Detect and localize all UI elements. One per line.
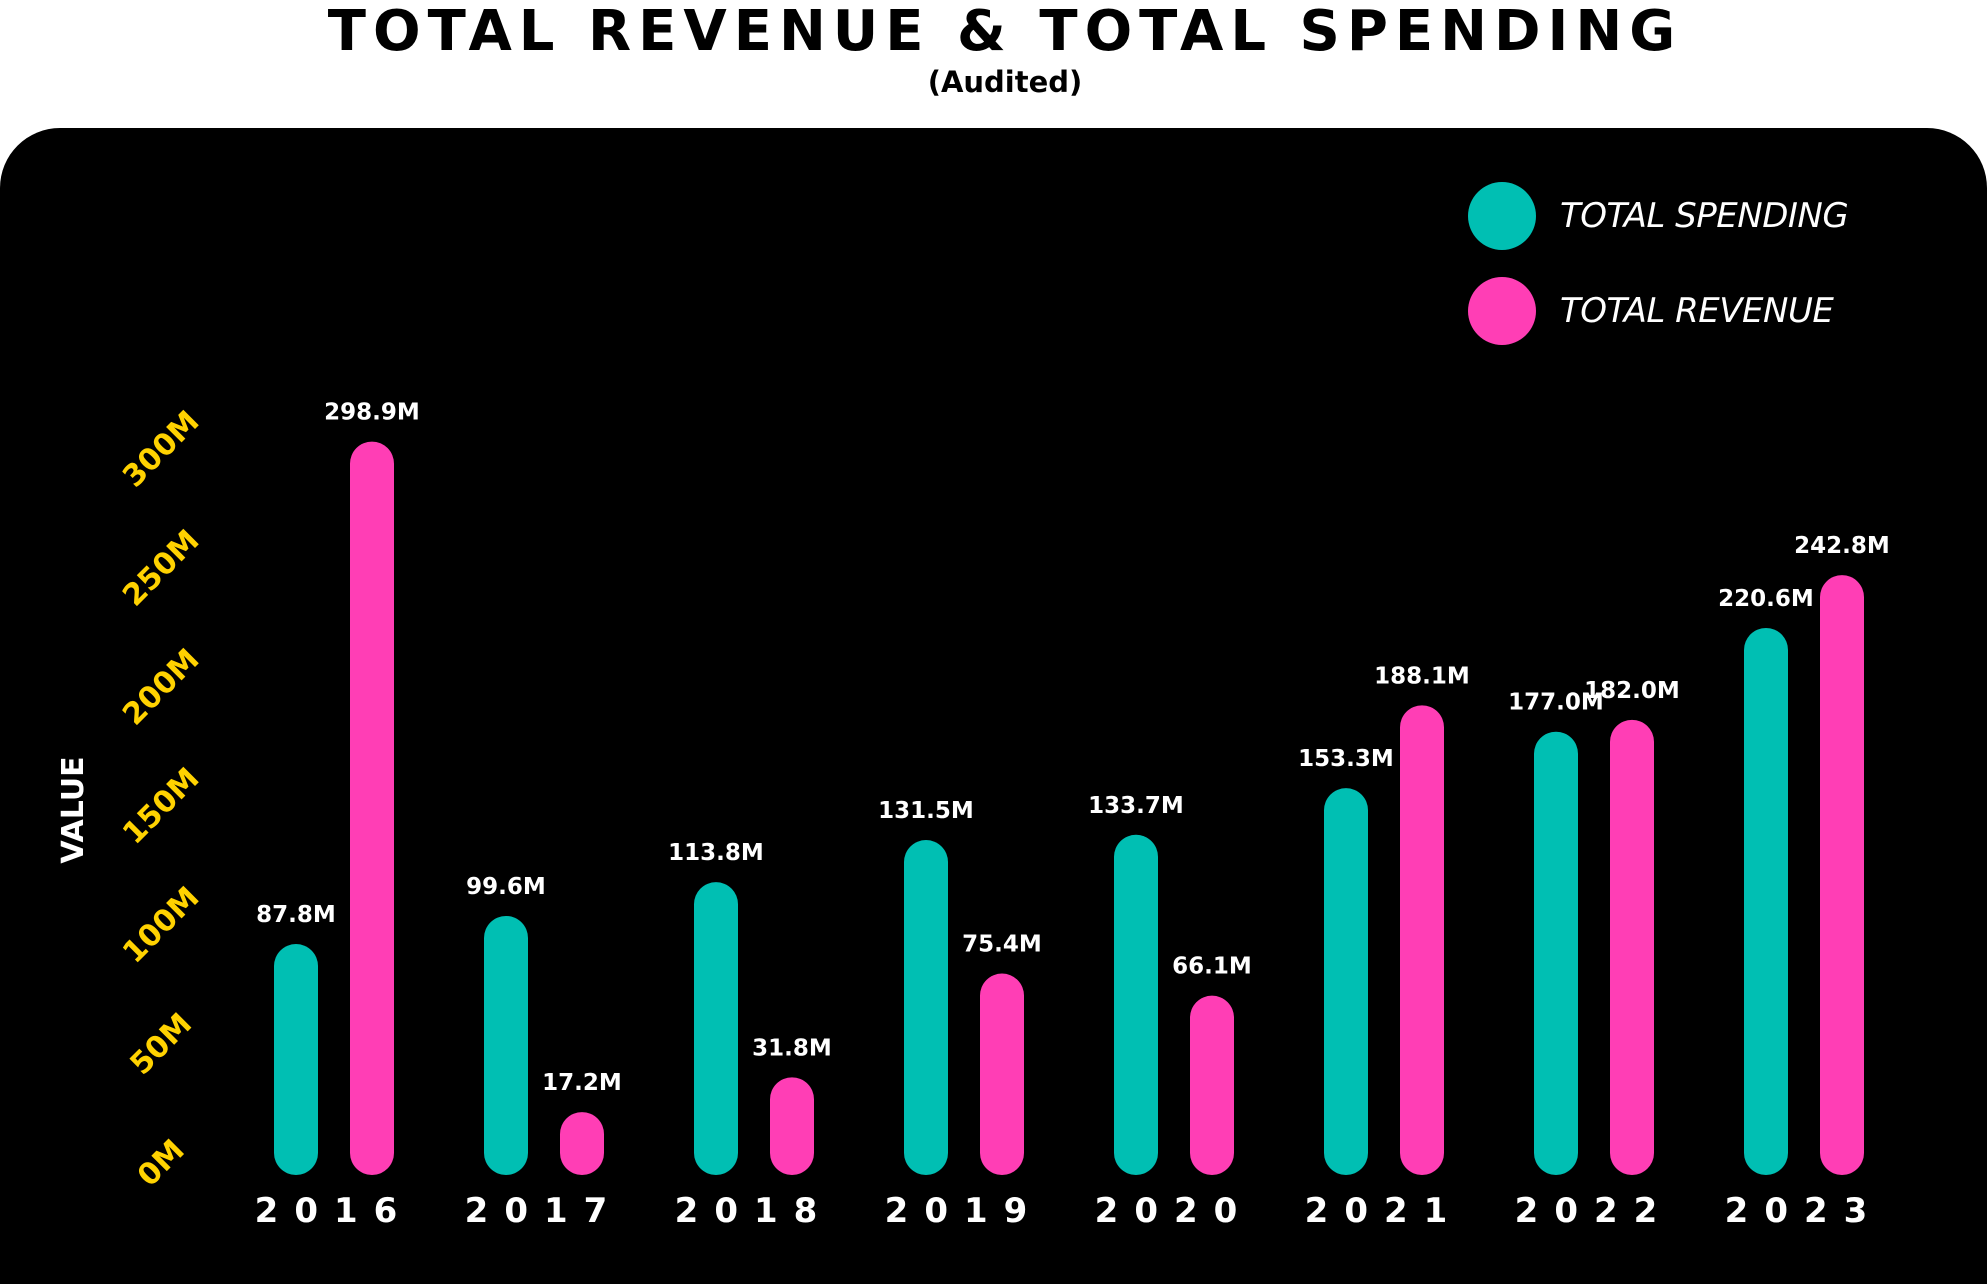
value-label-revenue-2022: 182.0M — [1584, 678, 1680, 704]
legend-label-spending: TOTAL SPENDING — [1560, 196, 1849, 236]
chart-subtitle: (Audited) — [927, 65, 1083, 99]
value-label-revenue-2023: 242.8M — [1794, 533, 1890, 559]
bar-spending-2020 — [1114, 834, 1158, 1175]
legend-item-revenue: TOTAL REVENUE — [1468, 277, 1834, 345]
value-label-spending-2021: 153.3M — [1298, 746, 1394, 772]
x-tick-label-2023: 2023 — [1725, 1191, 1884, 1231]
y-ticks-group: 0M 50M 100M 150M 200M 250M 300M — [116, 404, 206, 1193]
bar-revenue-2020 — [1190, 995, 1234, 1175]
y-axis-title: VALUE — [56, 756, 91, 863]
chart-panel: VALUE 0M 50M 100M 150M 200M 250M 300M 87.8M 298… — [0, 128, 1987, 1284]
bar-revenue-2022 — [1610, 719, 1654, 1175]
x-tick-label-2018: 2018 — [675, 1191, 834, 1231]
bar-spending-2016 — [274, 944, 318, 1175]
value-label-spending-2018: 113.8M — [668, 840, 764, 866]
y-tick-label-200M: 200M — [116, 642, 206, 732]
bar-spending-2019 — [904, 840, 948, 1175]
value-label-spending-2022: 177.0M — [1508, 690, 1604, 716]
legend-swatch-spending — [1468, 182, 1536, 250]
value-label-revenue-2018: 31.8M — [752, 1035, 832, 1061]
bar-spending-2021 — [1324, 788, 1368, 1175]
value-labels-group: 87.8M 298.9M 99.6M 17.2M 113.8M 31.8M 131.5M 75… — [256, 400, 1890, 1096]
bars-group — [274, 441, 1864, 1175]
legend-item-spending: TOTAL SPENDING — [1468, 182, 1849, 250]
x-labels-group: 2016 2017 2018 2019 2020 2021 2022 2023 — [255, 1191, 1884, 1231]
x-tick-label-2017: 2017 — [465, 1191, 624, 1231]
bar-revenue-2019 — [980, 973, 1024, 1175]
x-tick-label-2020: 2020 — [1095, 1191, 1254, 1231]
bar-revenue-2021 — [1400, 705, 1444, 1175]
legend-swatch-revenue — [1468, 277, 1536, 345]
bar-spending-2023 — [1744, 627, 1788, 1175]
bar-spending-2018 — [694, 882, 738, 1175]
value-label-revenue-2019: 75.4M — [962, 932, 1042, 958]
value-label-revenue-2020: 66.1M — [1172, 954, 1252, 980]
bar-spending-2022 — [1534, 731, 1578, 1175]
x-tick-label-2016: 2016 — [255, 1191, 414, 1231]
value-label-revenue-2017: 17.2M — [542, 1070, 622, 1096]
value-label-spending-2017: 99.6M — [466, 874, 546, 900]
y-axis-title-group: VALUE — [56, 756, 91, 863]
value-label-spending-2019: 131.5M — [878, 798, 974, 824]
x-tick-label-2019: 2019 — [885, 1191, 1044, 1231]
x-tick-label-2021: 2021 — [1305, 1191, 1464, 1231]
x-tick-label-2022: 2022 — [1515, 1191, 1674, 1231]
y-tick-label-50M: 50M — [124, 1007, 199, 1082]
y-tick-label-250M: 250M — [116, 523, 206, 613]
value-label-spending-2020: 133.7M — [1088, 793, 1184, 819]
value-label-revenue-2021: 188.1M — [1374, 663, 1470, 689]
bar-revenue-2017 — [560, 1112, 604, 1175]
y-tick-label-150M: 150M — [116, 761, 206, 851]
y-tick-label-0M: 0M — [131, 1133, 192, 1194]
bar-chart: VALUE 0M 50M 100M 150M 200M 250M 300M 87.8M 298… — [56, 400, 1890, 1231]
value-label-spending-2016: 87.8M — [256, 902, 336, 928]
bar-revenue-2018 — [770, 1077, 814, 1175]
bar-revenue-2023 — [1820, 575, 1864, 1175]
y-tick-label-300M: 300M — [116, 404, 206, 494]
bar-spending-2017 — [484, 915, 528, 1175]
value-label-spending-2023: 220.6M — [1718, 586, 1814, 612]
legend-label-revenue: TOTAL REVENUE — [1560, 291, 1834, 331]
bar-revenue-2016 — [350, 441, 394, 1175]
chart-title: TOTAL REVENUE & TOTAL SPENDING — [327, 0, 1683, 64]
value-label-revenue-2016: 298.9M — [324, 400, 420, 426]
y-tick-label-100M: 100M — [116, 880, 206, 970]
